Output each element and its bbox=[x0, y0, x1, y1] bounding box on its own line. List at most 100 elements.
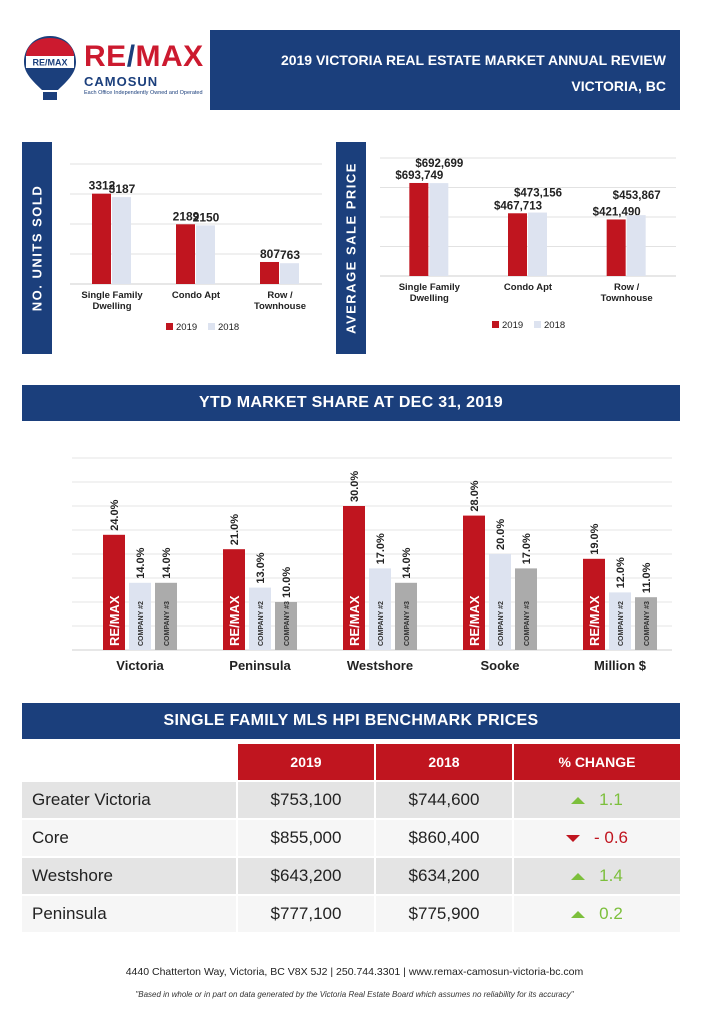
bar-company-3 bbox=[395, 582, 417, 650]
sale-price-title: AVERAGE SALE PRICE bbox=[343, 162, 359, 334]
data-label: 14.0% bbox=[161, 547, 173, 578]
bar-re-max bbox=[343, 506, 365, 650]
series-name-label: COMPANY #2 bbox=[618, 601, 625, 646]
bar-company-3 bbox=[155, 582, 177, 650]
category-label: Sooke bbox=[480, 658, 519, 673]
area-name: Greater Victoria bbox=[22, 780, 236, 818]
category-label: Condo Apt bbox=[504, 282, 553, 293]
data-label: 3312 bbox=[89, 179, 116, 193]
data-label: 2189 bbox=[173, 209, 200, 223]
bar-2018 bbox=[280, 263, 299, 284]
triangle-up-icon bbox=[571, 911, 586, 919]
balloon-text: RE/MAX bbox=[32, 58, 67, 68]
data-label: 24.0% bbox=[109, 499, 121, 530]
hpi-header-2018: 2018 bbox=[374, 744, 512, 780]
data-label: 30.0% bbox=[349, 471, 361, 502]
bar-2018 bbox=[626, 215, 646, 276]
office-name: CAMOSUN bbox=[84, 74, 159, 89]
series-name-label: RE/MAX bbox=[227, 595, 242, 646]
category-label: Townhouse bbox=[601, 293, 653, 304]
data-label: $473,156 bbox=[514, 188, 562, 200]
legend-swatch bbox=[492, 321, 499, 328]
legend-swatch bbox=[208, 323, 215, 330]
category-label: Million $ bbox=[594, 658, 647, 673]
data-label: 10.0% bbox=[281, 567, 293, 598]
change-value: 1.1 bbox=[599, 790, 623, 809]
data-label: $692,699 bbox=[415, 158, 463, 170]
area-name: Peninsula bbox=[22, 894, 236, 932]
data-label: 2150 bbox=[193, 210, 220, 224]
category-label: Westshore bbox=[347, 658, 413, 673]
footer-address: 4440 Chatterton Way, Victoria, BC V8X 5J… bbox=[125, 966, 584, 978]
percent-change: 1.4 bbox=[512, 856, 680, 894]
table-row: Greater Victoria $753,100 $744,600 1.1 bbox=[22, 780, 680, 818]
category-label: Condo Apt bbox=[172, 290, 221, 301]
category-label: Single Family bbox=[81, 290, 143, 301]
units-sold-side-label: NO. UNITS SOLD bbox=[22, 142, 52, 354]
series-name-label: COMPANY #3 bbox=[164, 601, 171, 646]
bar-2019 bbox=[260, 261, 279, 284]
legend-label: 2019 bbox=[176, 322, 197, 333]
hpi-title: SINGLE FAMILY MLS HPI BENCHMARK PRICES bbox=[163, 712, 539, 729]
data-label: 11.0% bbox=[641, 562, 653, 593]
price-2019: $855,000 bbox=[236, 818, 374, 856]
logo-tagline: Each Office Independently Owned and Oper… bbox=[84, 90, 203, 96]
series-name-label: COMPANY #3 bbox=[524, 601, 531, 646]
header-banner: 2019 VICTORIA REAL ESTATE MARKET ANNUAL … bbox=[210, 30, 680, 110]
data-label: 807 bbox=[260, 247, 280, 261]
data-label: 3187 bbox=[109, 182, 136, 196]
hpi-header-area bbox=[22, 744, 236, 780]
sale-price-side-label: AVERAGE SALE PRICE bbox=[336, 142, 366, 354]
bar-2019 bbox=[92, 193, 111, 284]
hpi-table: 2019 2018 % CHANGE Greater Victoria $753… bbox=[22, 744, 680, 932]
data-label: $467,713 bbox=[494, 200, 542, 212]
data-label: 17.0% bbox=[375, 533, 387, 564]
bar-2018 bbox=[112, 197, 131, 284]
hpi-banner: SINGLE FAMILY MLS HPI BENCHMARK PRICES bbox=[22, 703, 680, 739]
area-name: Westshore bbox=[22, 856, 236, 894]
report-location: VICTORIA, BC bbox=[571, 78, 666, 94]
category-label: Dwelling bbox=[410, 293, 449, 304]
legend-swatch bbox=[166, 323, 173, 330]
brand-left: RE bbox=[84, 40, 127, 73]
series-name-label: COMPANY #3 bbox=[404, 601, 411, 646]
series-name-label: COMPANY #2 bbox=[498, 601, 505, 646]
series-name-label: COMPANY #2 bbox=[378, 601, 385, 646]
bar-2019 bbox=[606, 219, 626, 276]
price-2018: $744,600 bbox=[374, 780, 512, 818]
series-name-label: COMPANY #2 bbox=[258, 601, 265, 646]
category-label: Row / bbox=[614, 282, 640, 293]
data-label: $693,749 bbox=[395, 170, 443, 182]
price-2019: $753,100 bbox=[236, 780, 374, 818]
market-share-chart: RE/MAX 24.0% COMPANY #2 14.0% COMPANY #3 14.0… bbox=[72, 457, 672, 673]
brand-wordmark: RE/MAX bbox=[84, 42, 204, 72]
category-label: Row / bbox=[267, 290, 293, 301]
units-sold-title: NO. UNITS SOLD bbox=[29, 184, 45, 312]
hpi-header-2019: 2019 bbox=[236, 744, 374, 780]
bar-2018 bbox=[429, 183, 449, 276]
triangle-up-icon bbox=[571, 873, 586, 881]
series-name-label: RE/MAX bbox=[587, 595, 602, 646]
hpi-header-change: % CHANGE bbox=[512, 744, 680, 780]
series-name-label: RE/MAX bbox=[107, 595, 122, 646]
bar-2018 bbox=[528, 212, 547, 276]
bar-re-max bbox=[223, 549, 245, 650]
bar-company-3 bbox=[635, 597, 657, 650]
bar-company-2 bbox=[249, 587, 271, 650]
area-name: Core bbox=[22, 818, 236, 856]
table-row: Peninsula $777,100 $775,900 0.2 bbox=[22, 894, 680, 932]
data-label: $453,867 bbox=[613, 190, 661, 202]
percent-change: 1.1 bbox=[512, 780, 680, 818]
series-name-label: COMPANY #3 bbox=[284, 601, 291, 646]
footer-disclaimer: "Based in whole or in part on data gener… bbox=[135, 990, 574, 999]
percent-change: - 0.6 bbox=[512, 818, 680, 856]
percent-change: 0.2 bbox=[512, 894, 680, 932]
category-label: Townhouse bbox=[254, 301, 306, 312]
brand-right: MAX bbox=[135, 40, 204, 73]
price-2019: $777,100 bbox=[236, 894, 374, 932]
legend-swatch bbox=[534, 321, 541, 328]
category-label: Victoria bbox=[116, 658, 164, 673]
change-value: - 0.6 bbox=[593, 828, 629, 847]
change-value: 0.2 bbox=[599, 904, 623, 923]
